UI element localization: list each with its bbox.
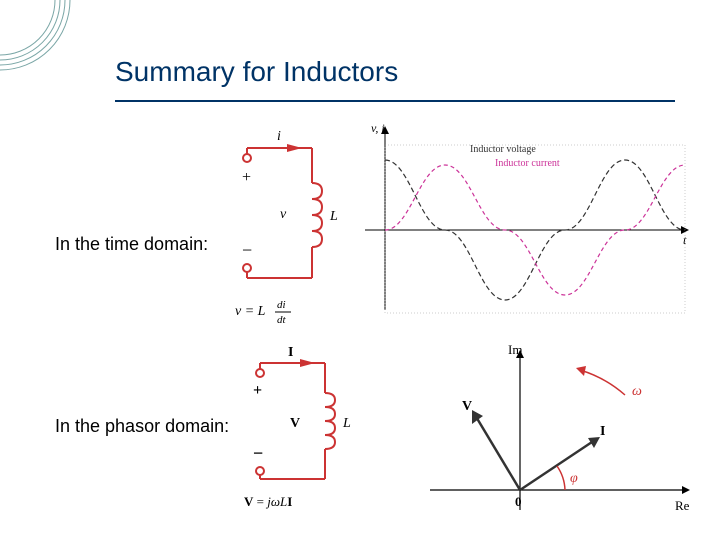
legend-voltage: Inductor voltage	[470, 144, 536, 155]
omega-label: ω	[632, 384, 642, 399]
phasor-domain-circuit: I + − V L	[245, 345, 365, 495]
slide-title: Summary for Inductors	[115, 56, 398, 88]
time-domain-circuit: i + − v L	[232, 128, 352, 298]
time-domain-label: In the time domain:	[55, 234, 208, 255]
v-label: v	[280, 207, 287, 222]
v-vector-label: V	[462, 399, 472, 414]
svg-text:dt: dt	[277, 314, 287, 326]
re-axis-label: Re	[675, 498, 690, 513]
svg-text:v = L: v = L	[235, 304, 266, 319]
v-phasor-label: V	[290, 416, 300, 431]
phasor-diagram: Im Re 0 I V φ ω	[400, 340, 700, 530]
phi-label: φ	[570, 471, 578, 486]
legend-current: Inductor current	[495, 158, 560, 169]
l-label: L	[329, 209, 338, 224]
title-underline	[115, 100, 675, 102]
inductor-waveform: v, i t Inductor voltage Inductor current	[365, 120, 695, 320]
plus-phasor: +	[253, 382, 262, 399]
l-phasor-label: L	[342, 416, 351, 431]
i-vector-label: I	[600, 424, 605, 439]
i-label: i	[277, 129, 281, 144]
minus-phasor: −	[253, 443, 263, 463]
corner-decoration	[0, 0, 100, 100]
y-axis-label: v, i	[371, 121, 385, 135]
svg-text:di: di	[277, 299, 286, 311]
minus-label: −	[242, 240, 252, 260]
plus-label: +	[242, 169, 251, 186]
i-phasor-label: I	[288, 345, 293, 360]
phasor-domain-equation: V = jωLI	[244, 494, 292, 510]
time-domain-equation: v = L di dt	[235, 298, 315, 332]
origin-label: 0	[515, 494, 522, 509]
im-axis-label: Im	[508, 342, 522, 357]
phasor-domain-label: In the phasor domain:	[55, 416, 229, 437]
